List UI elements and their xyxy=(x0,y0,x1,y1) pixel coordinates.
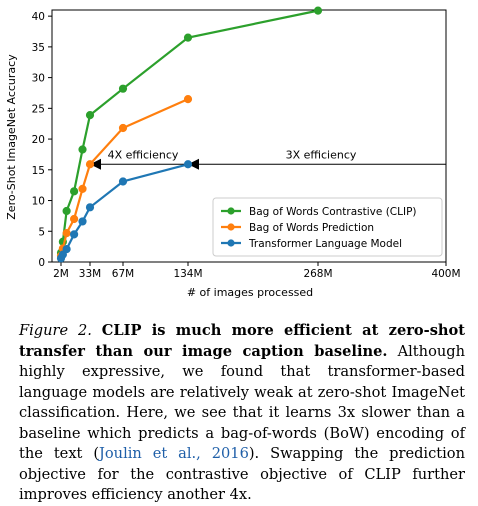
x-tick-label: 400M xyxy=(431,268,460,280)
y-tick-label: 15 xyxy=(32,165,45,177)
data-point xyxy=(119,85,126,92)
legend-marker xyxy=(227,239,234,246)
data-point xyxy=(184,34,191,41)
x-axis-label: # of images processed xyxy=(187,286,313,299)
data-point xyxy=(184,96,191,103)
legend-marker xyxy=(227,207,234,214)
data-point xyxy=(70,188,77,195)
y-tick-label: 30 xyxy=(32,73,45,85)
annotation-label: 4X efficiency xyxy=(108,148,179,161)
data-point xyxy=(86,112,93,119)
efficiency-annotations: 4X efficiency 3X efficiency xyxy=(90,148,446,170)
series-line xyxy=(61,99,188,256)
data-point xyxy=(70,215,77,222)
legend-marker xyxy=(227,223,234,230)
y-tick-label: 40 xyxy=(32,11,45,23)
annotation-label: 3X efficiency xyxy=(286,148,357,161)
y-tick-label: 25 xyxy=(32,103,45,115)
caption-citation-link[interactable]: Joulin et al., 2016 xyxy=(99,445,249,462)
x-tick-label: 67M xyxy=(112,268,134,280)
y-tick-label: 10 xyxy=(32,196,45,208)
data-point xyxy=(86,204,93,211)
y-tick-label: 0 xyxy=(38,257,45,269)
y-tick-label: 5 xyxy=(38,226,45,238)
data-point xyxy=(119,124,126,131)
legend: Bag of Words Contrastive (CLIP) Bag of Wo… xyxy=(213,198,442,256)
legend-label: Bag of Words Contrastive (CLIP) xyxy=(249,206,417,218)
data-point xyxy=(63,230,70,237)
data-point xyxy=(314,7,321,14)
y-axis-label: Zero-Shot ImageNet Accuracy xyxy=(5,54,18,220)
data-point xyxy=(119,178,126,185)
x-tick-label: 268M xyxy=(303,268,332,280)
data-point xyxy=(63,207,70,214)
y-tick-label: 20 xyxy=(32,134,45,146)
data-point xyxy=(79,185,86,192)
data-point xyxy=(70,231,77,238)
data-point xyxy=(184,161,191,168)
data-point xyxy=(79,146,86,153)
data-point xyxy=(63,245,70,252)
legend-label: Transformer Language Model xyxy=(248,238,402,250)
x-tick-label: 2M xyxy=(53,268,69,280)
chart: 2M 33M 67M 134M 268M 400M 0 5 10 15 20 25 30 35 40 4X … xyxy=(0,0,478,310)
legend-label: Bag of Words Prediction xyxy=(249,222,374,234)
x-tick-label: 33M xyxy=(79,268,101,280)
figure-caption: Figure 2. CLIP is much more efficient at… xyxy=(19,321,465,506)
data-point xyxy=(79,218,86,225)
x-tick-label: 134M xyxy=(173,268,202,280)
caption-figure-label: Figure 2. xyxy=(19,322,92,339)
y-tick-label: 35 xyxy=(32,42,45,54)
data-point xyxy=(86,161,93,168)
